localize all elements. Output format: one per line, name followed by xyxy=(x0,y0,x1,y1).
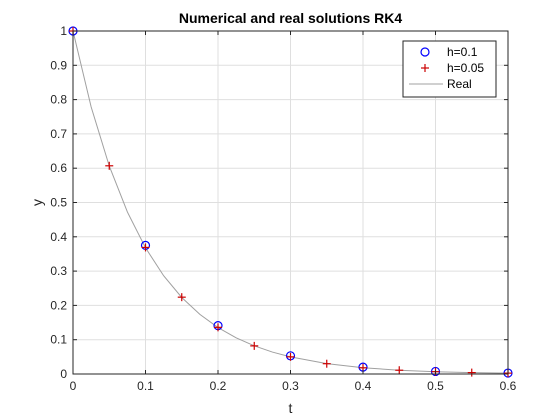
x-axis-label: t xyxy=(289,400,293,416)
legend-entry-label: h=0.05 xyxy=(447,61,484,75)
x-tick-label: 0.3 xyxy=(282,379,299,393)
y-tick-label: 0 xyxy=(60,367,67,381)
legend: h=0.1 h=0.05 Real xyxy=(402,40,497,98)
y-tick-label: 0.9 xyxy=(50,58,67,72)
legend-entry-label: Real xyxy=(447,77,472,91)
data-point-h0.05 xyxy=(322,359,331,368)
axes-box xyxy=(72,30,509,375)
data-point-h0.05 xyxy=(286,352,295,361)
x-tick-label: 0.6 xyxy=(500,379,517,393)
data-point-h0.05 xyxy=(395,366,404,375)
legend-marker-circle xyxy=(420,47,430,57)
y-tick-label: 0.4 xyxy=(50,230,67,244)
data-point-h0.05 xyxy=(250,341,259,350)
y-tick-label: 0.2 xyxy=(50,298,67,312)
series xyxy=(68,26,513,378)
x-tick-label: 0 xyxy=(70,379,77,393)
data-point-h0.05 xyxy=(467,368,476,377)
axes: 0 0.1 0.2 0.3 0.4 0.5 0.6 0 0.1 0.2 0.3 0.4 0.5 0.6 0.… xyxy=(50,24,516,393)
data-point-h0.05 xyxy=(177,293,186,302)
x-tick-label: 0.1 xyxy=(137,379,154,393)
y-tick-label: 0.7 xyxy=(50,127,67,141)
chart-title: Numerical and real solutions RK4 xyxy=(179,10,402,26)
x-tick-label: 0.5 xyxy=(427,379,444,393)
data-point-h0.05 xyxy=(214,323,222,332)
y-tick-label: 0.8 xyxy=(50,93,67,107)
y-axis-label: y xyxy=(29,199,45,206)
y-tick-label: 0.6 xyxy=(50,161,67,175)
data-point-h0.05 xyxy=(141,243,150,252)
y-tick-label: 0.5 xyxy=(50,196,67,210)
y-tick-label: 0.3 xyxy=(50,264,67,278)
x-tick-label: 0.4 xyxy=(355,379,372,393)
legend-entry-label: h=0.1 xyxy=(447,45,478,59)
legend-box xyxy=(402,40,497,98)
x-tick-label: 0.2 xyxy=(210,379,227,393)
y-tick-label: 0.1 xyxy=(50,333,67,347)
data-point-h0.05 xyxy=(105,161,114,170)
y-tick-label: 1 xyxy=(60,24,67,38)
